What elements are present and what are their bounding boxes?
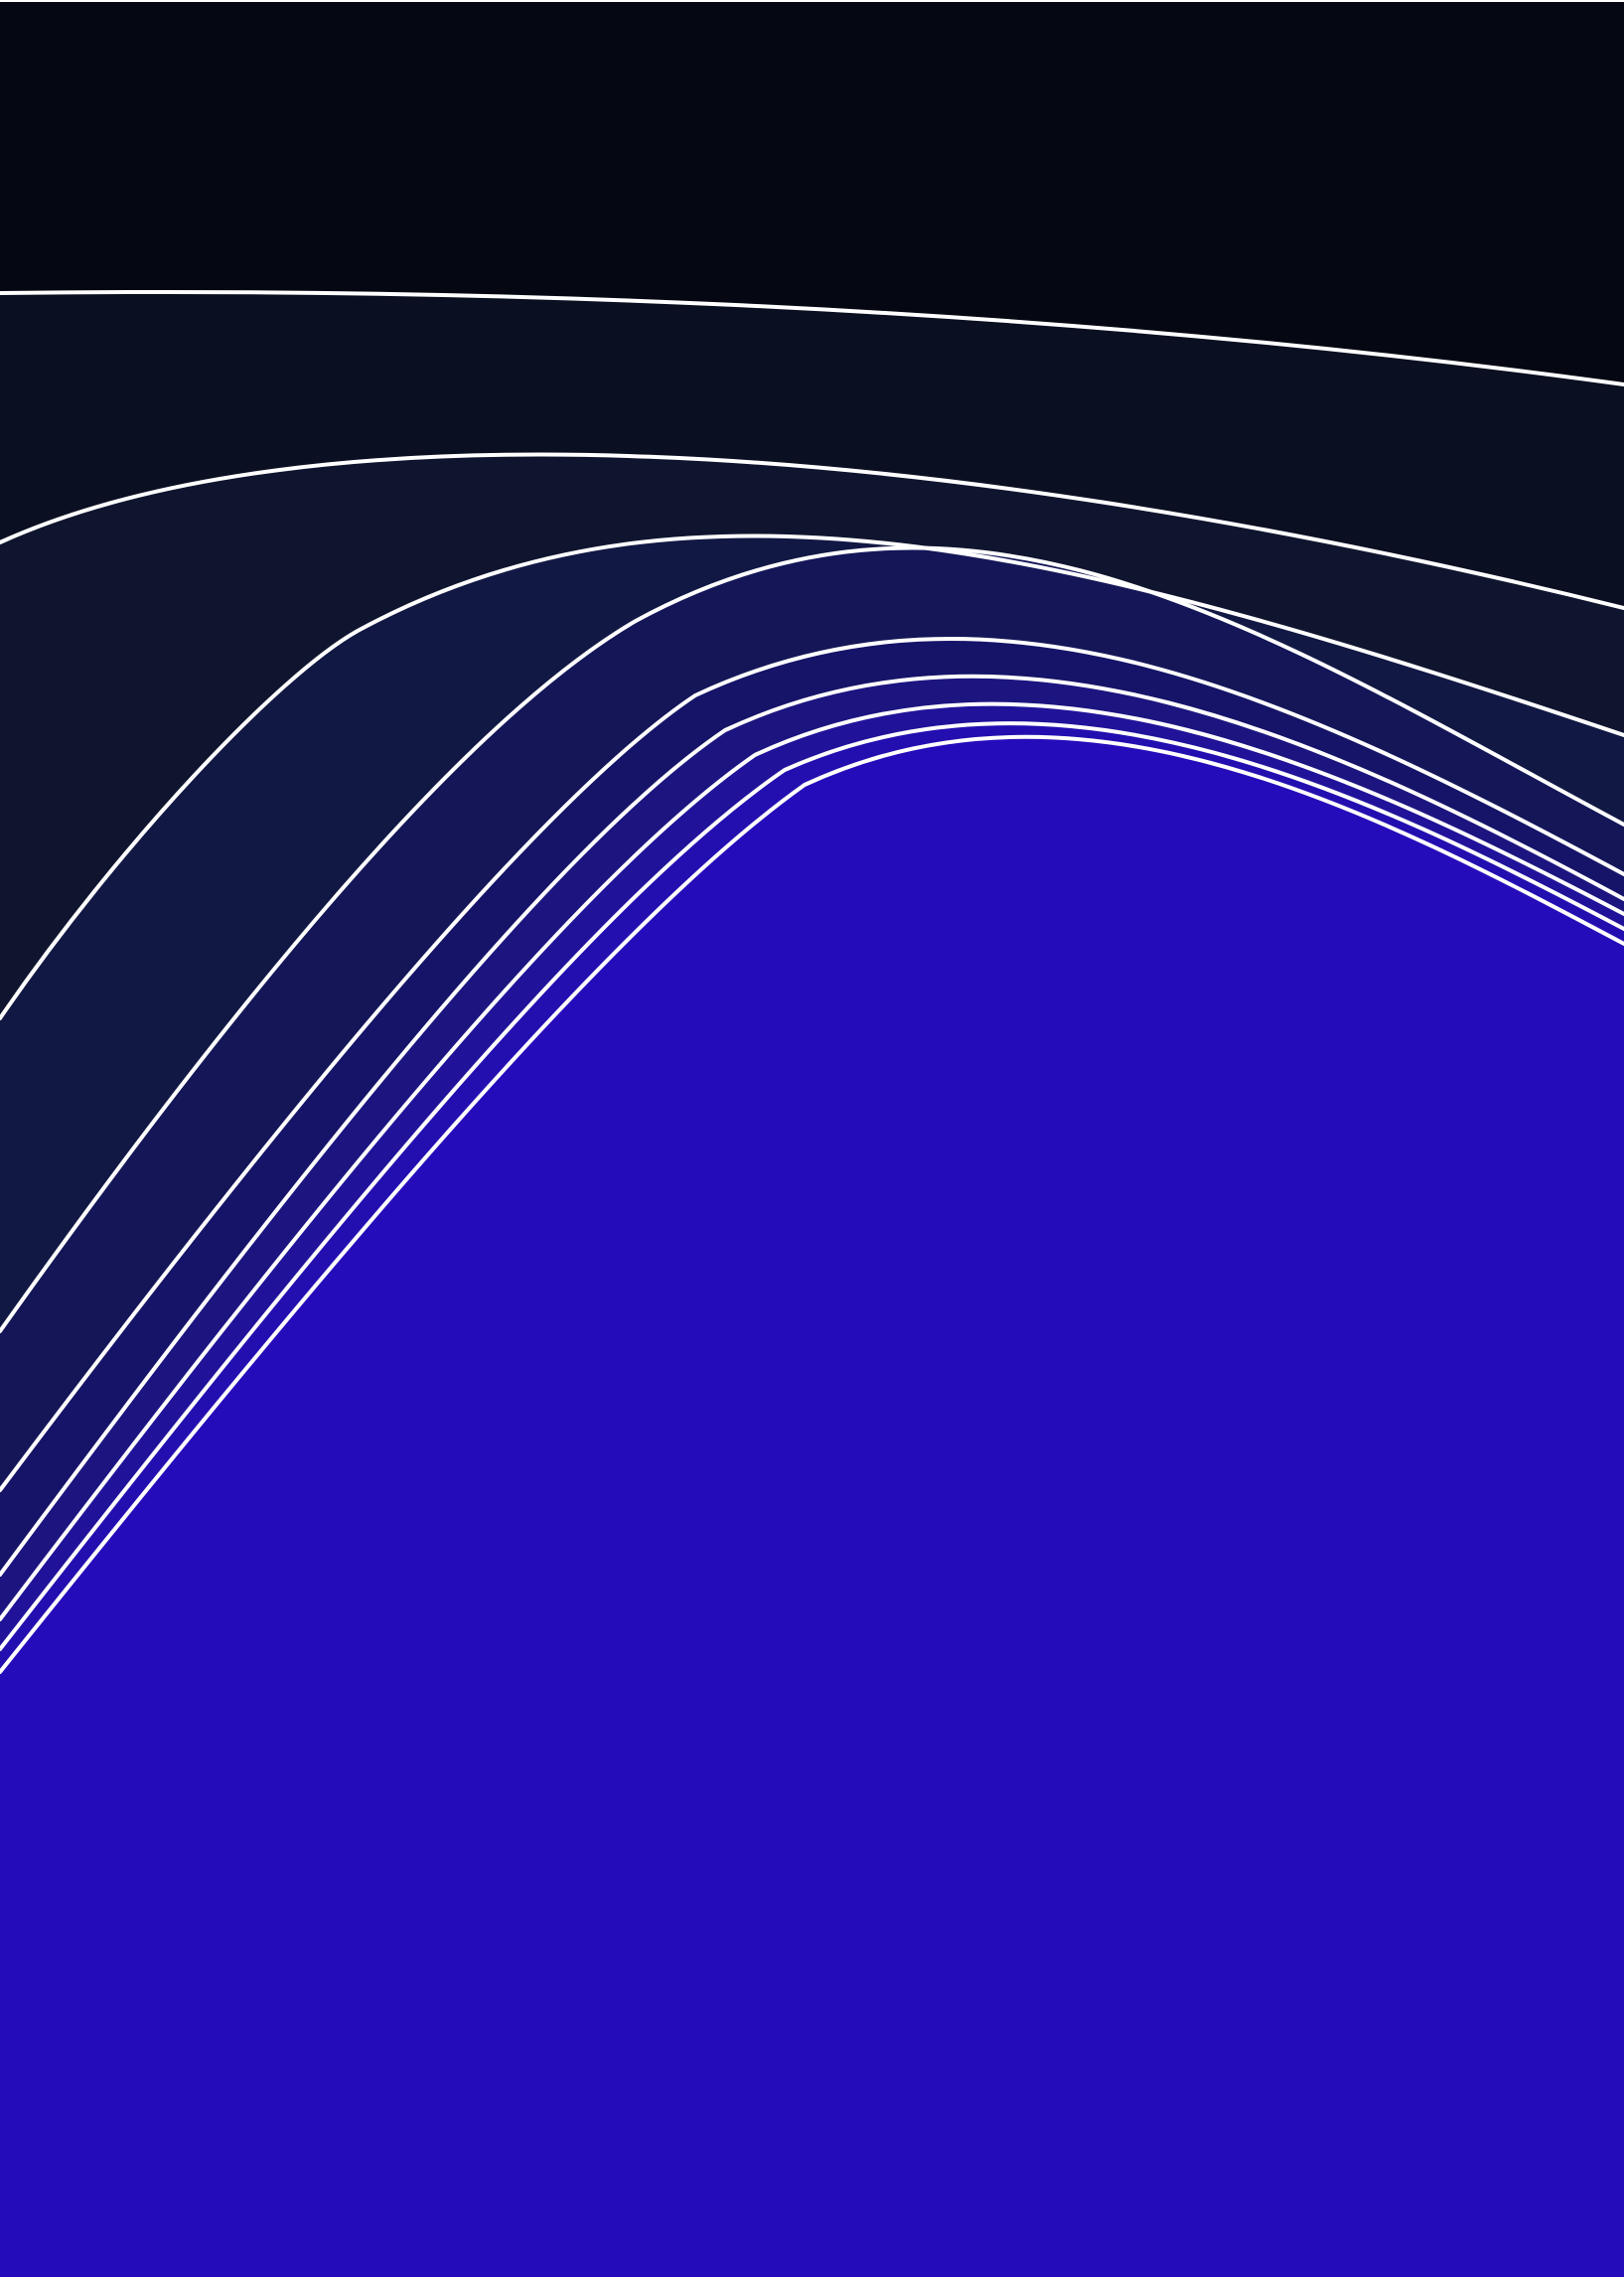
contour-line-8 bbox=[0, 721, 1624, 1651]
contour-line-5 bbox=[0, 637, 1624, 1492]
contour-line-2 bbox=[0, 452, 1624, 610]
band-10 bbox=[0, 736, 1624, 2277]
contour-line-9 bbox=[0, 734, 1624, 1674]
contour-lines bbox=[0, 289, 1624, 1674]
contour-line-1 bbox=[0, 289, 1624, 386]
contour-line-7 bbox=[0, 701, 1624, 1621]
contour-line-6 bbox=[0, 674, 1624, 1577]
contour-line-3 bbox=[0, 533, 1624, 1020]
contour-line-4 bbox=[0, 545, 1624, 1333]
